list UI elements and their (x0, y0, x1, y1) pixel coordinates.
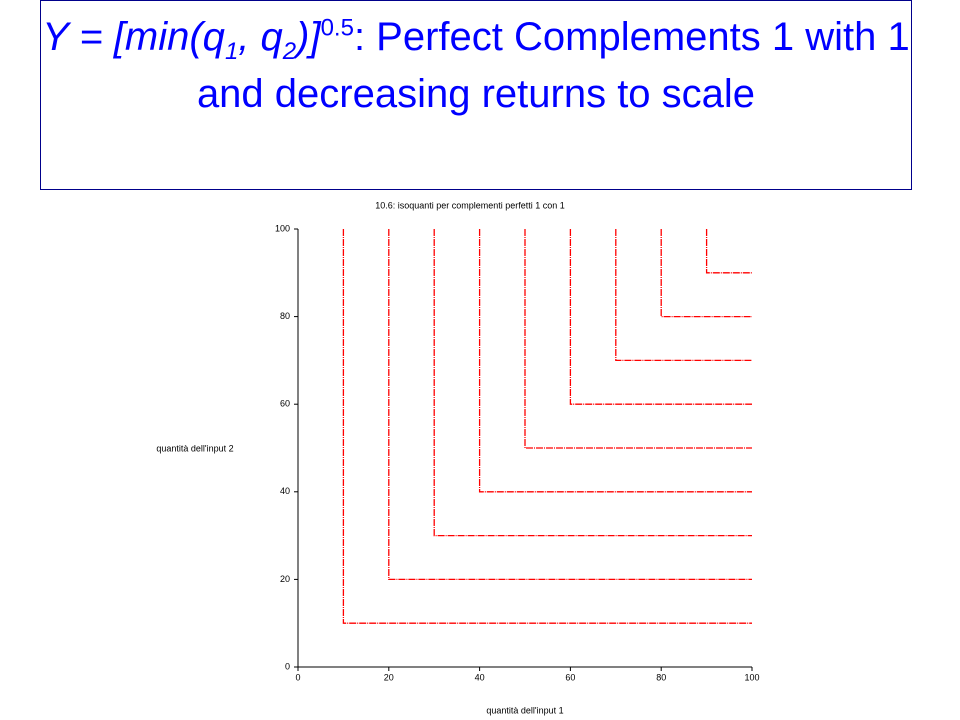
x-tick-label: 0 (295, 672, 300, 682)
isoquant (660, 229, 752, 318)
title-part: Y = [min(q (42, 15, 225, 59)
y-tick-label: 100 (275, 223, 290, 233)
y-tick-label: 20 (280, 574, 290, 584)
isoquant (388, 229, 752, 581)
x-tick-label: 100 (744, 672, 759, 682)
chart-title: 10.6: isoquanti per complementi perfetti… (375, 200, 565, 210)
y-tick-label: 80 (280, 311, 290, 321)
isoquant (433, 229, 752, 537)
title-part: : Perfect Complements 1 with 1 and decre… (196, 15, 910, 116)
title-part: 0.5 (320, 14, 354, 42)
x-tick-label: 80 (656, 672, 666, 682)
y-tick-label: 40 (280, 486, 290, 496)
title-part: )] (296, 15, 321, 59)
x-tick-label: 60 (565, 672, 575, 682)
isoquant (705, 229, 752, 274)
x-tick-label: 20 (384, 672, 394, 682)
title-part: , q (238, 15, 283, 59)
isoquant (342, 229, 752, 624)
x-axis-label: quantità dell'input 1 (486, 705, 563, 715)
isoquant (478, 229, 752, 493)
y-tick-label: 60 (280, 399, 290, 409)
title-part: 1 (224, 38, 239, 65)
isoquant (524, 229, 752, 449)
y-tick-label: 0 (285, 661, 290, 671)
y-axis-label: quantità dell'input 2 (156, 443, 233, 453)
slide-title: Y = [min(q1, q2)]0.5: Perfect Complement… (40, 0, 912, 190)
isoquant (615, 229, 752, 362)
isoquant (569, 229, 752, 405)
x-tick-label: 40 (475, 672, 485, 682)
title-part: 2 (282, 38, 297, 65)
